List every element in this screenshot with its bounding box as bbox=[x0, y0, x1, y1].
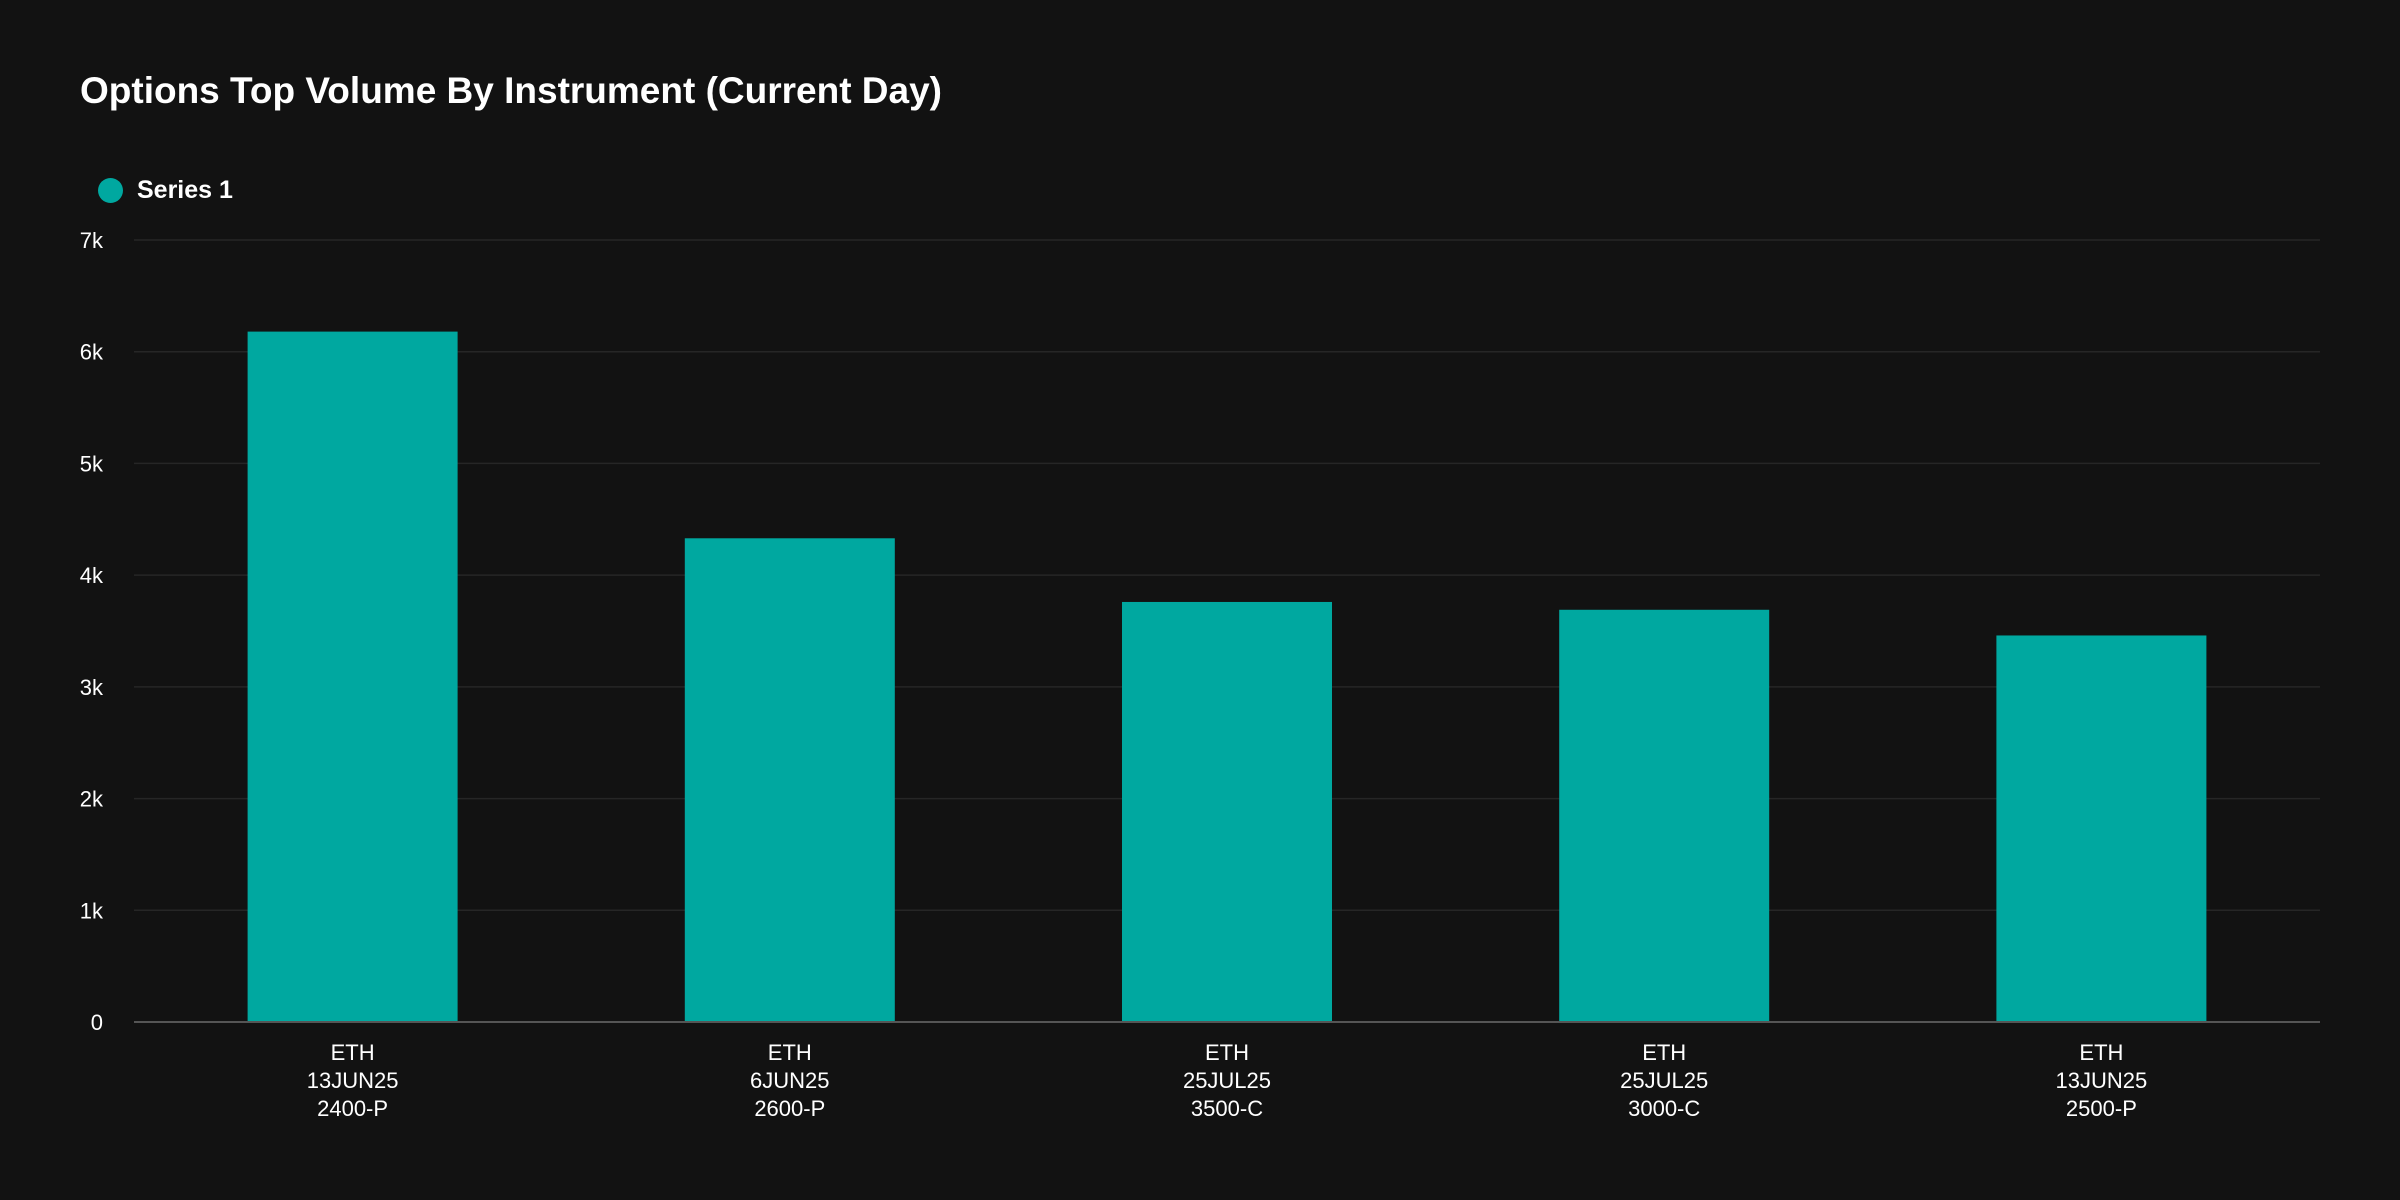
y-tick-label: 0 bbox=[91, 1010, 103, 1035]
y-tick-label: 4k bbox=[80, 563, 104, 588]
x-tick-label-line: 2500-P bbox=[2066, 1096, 2137, 1121]
chart-title: Options Top Volume By Instrument (Curren… bbox=[80, 70, 943, 111]
bar[interactable] bbox=[1996, 635, 2207, 1022]
x-tick-label-line: 25JUL25 bbox=[1183, 1068, 1271, 1093]
legend-label: Series 1 bbox=[137, 176, 233, 204]
gridlines bbox=[134, 239, 2320, 912]
x-tick-label-line: 3500-C bbox=[1191, 1096, 1263, 1121]
x-tick-label-line: ETH bbox=[331, 1040, 375, 1065]
y-tick-label: 7k bbox=[80, 228, 104, 253]
x-tick-label: ETH 6JUN25 2600-P bbox=[750, 1040, 829, 1121]
x-tick-label-line: ETH bbox=[768, 1040, 812, 1065]
x-tick-label-line: 6JUN25 bbox=[750, 1068, 829, 1093]
x-tick-label-line: 13JUN25 bbox=[307, 1068, 399, 1093]
x-tick-label-line: ETH bbox=[1205, 1040, 1249, 1065]
legend-swatch bbox=[98, 178, 123, 203]
bar[interactable] bbox=[247, 331, 458, 1022]
bar[interactable] bbox=[1559, 609, 1770, 1022]
x-tick-label: ETH 13JUN25 2500-P bbox=[2056, 1040, 2148, 1121]
legend: Series 1 bbox=[98, 176, 233, 205]
y-tick-label: 2k bbox=[80, 787, 104, 812]
x-tick-label: ETH 13JUN25 2400-P bbox=[307, 1040, 399, 1121]
y-tick-label: 5k bbox=[80, 451, 104, 476]
bars bbox=[247, 331, 2207, 1022]
x-tick-label-line: 25JUL25 bbox=[1620, 1068, 1708, 1093]
x-tick-label: ETH 25JUL25 3000-C bbox=[1620, 1040, 1708, 1121]
x-tick-label-line: ETH bbox=[2079, 1040, 2123, 1065]
y-tick-label: 3k bbox=[80, 675, 104, 700]
x-tick-label-line: 13JUN25 bbox=[2056, 1068, 2148, 1093]
x-tick-label: ETH 25JUL25 3500-C bbox=[1183, 1040, 1271, 1121]
bar[interactable] bbox=[1122, 601, 1332, 1022]
y-tick-label: 6k bbox=[80, 340, 104, 365]
x-tick-label-line: ETH bbox=[1642, 1040, 1686, 1065]
x-tick-label-line: 3000-C bbox=[1628, 1096, 1700, 1121]
bar[interactable] bbox=[684, 538, 895, 1022]
x-axis-tick-labels: ETH 13JUN25 2400-P ETH 6JUN25 2600-P ETH 25JUL2… bbox=[307, 1040, 2148, 1121]
x-tick-label-line: 2400-P bbox=[317, 1096, 388, 1121]
x-tick-label-line: 2600-P bbox=[754, 1096, 825, 1121]
y-tick-label: 1k bbox=[80, 898, 104, 923]
y-axis-tick-labels: 0 1k 2k 3k 4k 5k 6k 7k bbox=[80, 228, 104, 1035]
